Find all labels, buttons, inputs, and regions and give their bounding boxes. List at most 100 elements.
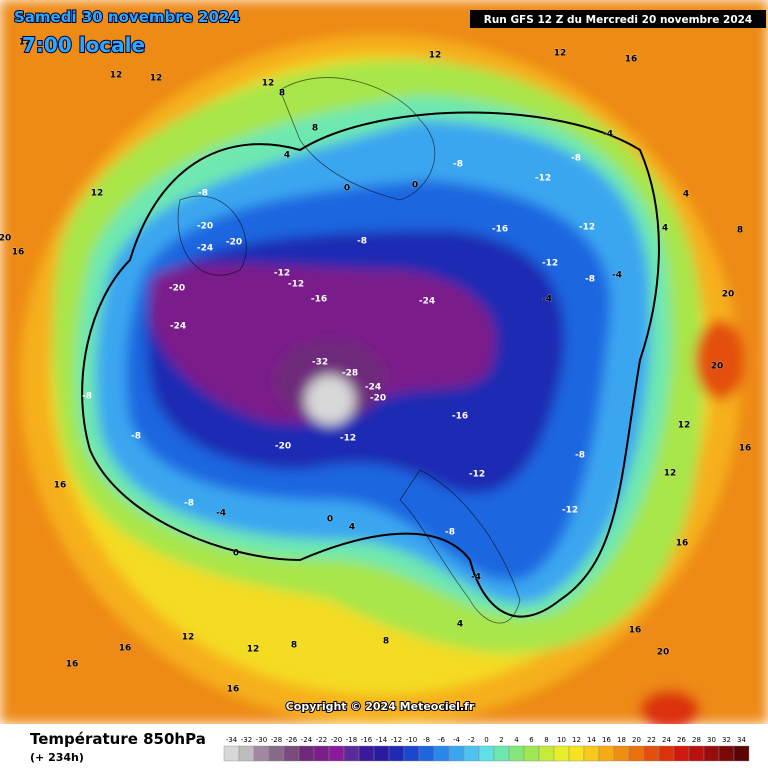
colorbar-label: -4: [453, 736, 461, 744]
colorbar-swatch: [343, 745, 360, 762]
contour-label: -8: [131, 432, 141, 442]
contour-label: 16: [629, 626, 642, 636]
contour-label: 16: [12, 248, 25, 258]
contour-label: -8: [184, 499, 194, 509]
contour-label: -24: [419, 297, 435, 307]
contour-label: 4: [457, 620, 463, 630]
colorbar-swatch: [718, 745, 735, 762]
colorbar-swatch: [643, 745, 660, 762]
contour-label: -12: [535, 174, 551, 184]
colorbar-swatch: [403, 745, 420, 762]
colorbar-swatch: [328, 745, 345, 762]
zero-isotherm: [81, 111, 660, 618]
colorbar-swatch: [448, 745, 465, 762]
contour-label: 4: [349, 523, 355, 533]
contour-label: -12: [579, 223, 595, 233]
colorbar-swatch: [283, 745, 300, 762]
contour-label: -12: [562, 506, 578, 516]
colorbar-swatch: [583, 745, 600, 762]
colorbar-label: -34: [226, 736, 238, 744]
colorbar: -34 -32 -30 -28 -26 -24 -22 -20 -18 -16 -14 -12 -10-…: [223, 736, 750, 762]
contour-label: 12: [429, 51, 442, 61]
contour-label: 16: [625, 55, 638, 65]
contour-label: 20: [711, 362, 724, 372]
colorbar-swatch: [268, 745, 285, 762]
colorbar-label: 2: [499, 736, 503, 744]
colorbar-label: 26: [677, 736, 686, 744]
colorbar-swatch: [253, 745, 270, 762]
contour-label: 0: [412, 181, 418, 191]
contour-label: 8: [291, 641, 297, 651]
contour-label: -8: [357, 237, 367, 247]
contour-label: 16: [227, 685, 240, 695]
colorbar-label: 0: [484, 736, 488, 744]
colorbar-label: 24: [662, 736, 671, 744]
contour-label: -8: [198, 189, 208, 199]
contour-label: 0: [344, 184, 350, 194]
colorbar-label: -26: [286, 736, 298, 744]
colorbar-swatch: [673, 745, 690, 762]
colorbar-swatch: [433, 745, 450, 762]
copyright: Copyright © 2024 Meteociel.fr: [286, 700, 475, 713]
colorbar-label: -8: [423, 736, 430, 744]
contour-label: -12: [542, 259, 558, 269]
contour-label: -8: [453, 160, 463, 170]
colorbar-swatch: [703, 745, 720, 762]
contour-label: -16: [311, 295, 327, 305]
contour-label: 12: [182, 633, 195, 643]
contour-label: -20: [197, 222, 213, 232]
contour-label: 12: [247, 645, 260, 655]
contour-label: 0: [233, 549, 239, 559]
contour-label: 12: [678, 421, 691, 431]
contour-label: -4: [542, 295, 552, 305]
footer-title: Température 850hPa: [30, 730, 206, 748]
contour-label: 20: [722, 290, 735, 300]
contour-label: -4: [603, 130, 613, 140]
colorbar-swatch: [238, 745, 255, 762]
colorbar-label: -6: [438, 736, 446, 744]
colorbar-label: 18: [617, 736, 626, 744]
colorbar-label: 10: [557, 736, 566, 744]
colorbar-label: 6: [529, 736, 534, 744]
colorbar-swatch: [358, 745, 375, 762]
contour-label: 12: [91, 189, 104, 199]
colorbar-swatch: [628, 745, 645, 762]
colorbar-label: 16: [602, 736, 611, 744]
colorbar-swatch: [388, 745, 405, 762]
colorbar-swatch: [298, 745, 315, 762]
temperature-field: [0, 0, 768, 730]
colorbar-label: 30: [707, 736, 716, 744]
contour-label: -4: [612, 271, 622, 281]
colorbar-label: -12: [391, 736, 402, 744]
colorbar-swatch: [373, 745, 390, 762]
colorbar-swatch: [523, 745, 540, 762]
colorbar-swatch: [598, 745, 615, 762]
colorbar-swatch: [508, 745, 525, 762]
contour-label: -4: [471, 573, 481, 583]
colorbar-swatch: [613, 745, 630, 762]
contour-label: 12: [150, 74, 163, 84]
colorbar-label: 32: [722, 736, 731, 744]
run-box: [470, 10, 766, 28]
contour-label: -24: [197, 244, 213, 254]
contour-label: 20: [657, 648, 670, 658]
contour-label: 4: [662, 224, 668, 234]
contour-label: -4: [216, 509, 226, 519]
contour-label: -8: [82, 392, 92, 402]
contour-label: -24: [365, 383, 381, 393]
colorbar-swatch: [463, 745, 480, 762]
contour-label: 12: [262, 79, 275, 89]
colorbar-swatch: [688, 745, 705, 762]
colorbar-swatch: [313, 745, 330, 762]
contour-label: 4: [683, 190, 689, 200]
colorbar-label: -20: [331, 736, 342, 744]
colorbar-swatch: [478, 745, 495, 762]
contour-label: -8: [571, 154, 581, 164]
contour-label: -12: [274, 269, 290, 279]
colorbar-label: 34: [737, 736, 746, 744]
colorbar-label: -18: [346, 736, 357, 744]
contour-label: 20: [0, 234, 11, 244]
colorbar-swatch: [223, 745, 240, 762]
contour-label: -12: [469, 470, 485, 480]
